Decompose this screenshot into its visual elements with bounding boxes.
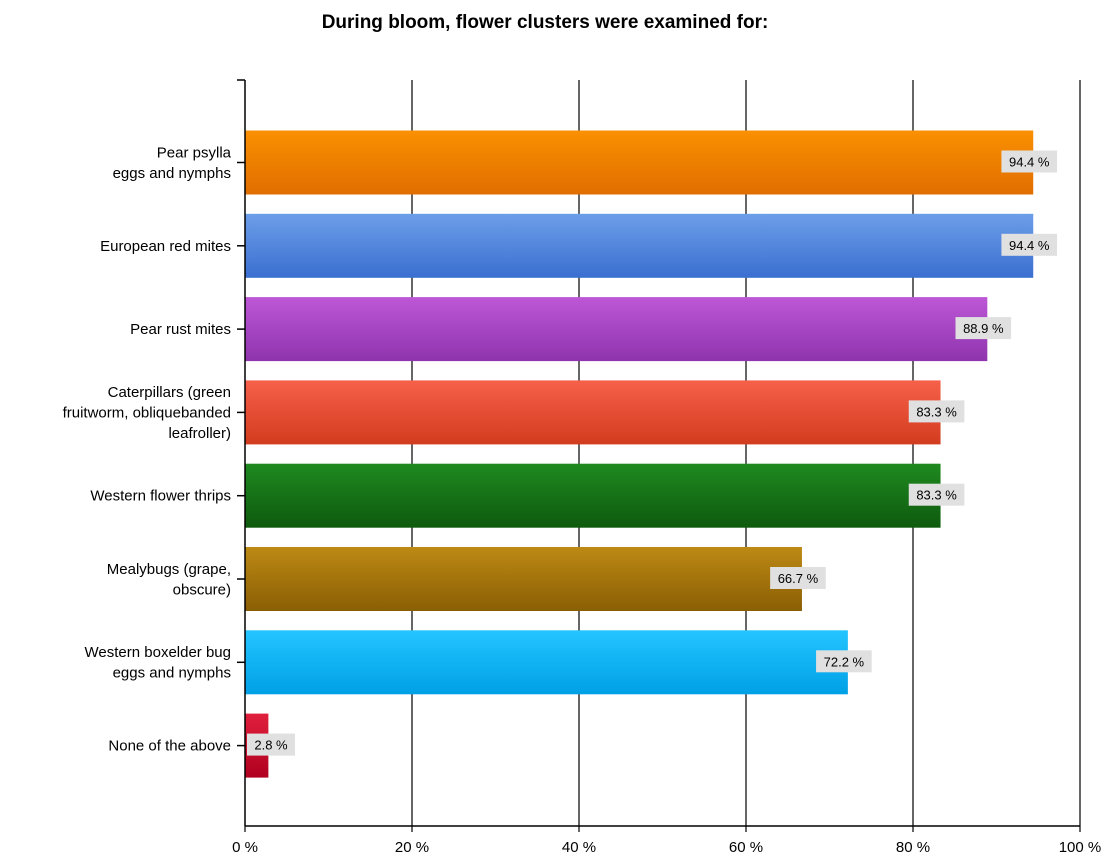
category-label: Western flower thrips [90,488,231,505]
data-label-box [770,567,826,589]
data-label: 2.8 % [254,738,288,753]
category-label: Caterpillars (green fruitworm, obliqueban… [63,384,231,442]
data-label: 94.4 % [1009,238,1050,253]
data-label-box [1001,150,1058,173]
data-label: 94.4 % [1009,155,1050,170]
data-label-box [908,483,965,506]
x-tick-label: 100 % [1059,839,1102,856]
data-label-box [908,400,965,423]
chart-title: During bloom, flower clusters were exami… [321,12,769,33]
x-tick-label: 60 % [729,839,763,856]
x-tick-label: 20 % [395,839,429,856]
bar [245,297,988,362]
data-label: 66.7 % [778,571,819,586]
bar [245,380,941,445]
data-label: 83.3 % [916,404,957,419]
category-label: Western boxelder bug eggs and nymphs [85,644,231,682]
bar [245,463,941,528]
axes [237,79,1081,832]
bar [245,630,848,695]
labels: 0 % 20 % 40 % 60 % 80 % 100 % Pear psylla eggs … [63,144,1102,856]
x-tick-label: 80 % [896,839,930,856]
category-label: Pear rust mites [130,321,231,338]
bar [245,547,802,611]
data-label: 88.9 % [963,321,1004,336]
data-label-box [1001,233,1058,256]
grid-lines [411,80,1081,826]
data-label-box [955,317,1012,340]
category-label: Mealybugs (grape, obscure) [107,561,231,599]
category-label: European red mites [100,238,231,255]
data-label-box [816,650,872,673]
category-label: None of the above [108,738,231,755]
bar [245,213,1034,278]
data-label-box [247,733,295,756]
x-tick-label: 0 % [232,839,258,856]
data-label: 83.3 % [916,488,957,503]
x-tick-label: 40 % [562,839,596,856]
bars [245,130,1034,778]
bar [245,130,1034,195]
category-label: Pear psylla eggs and nymphs [113,144,232,182]
data-label: 72.2 % [824,654,865,669]
